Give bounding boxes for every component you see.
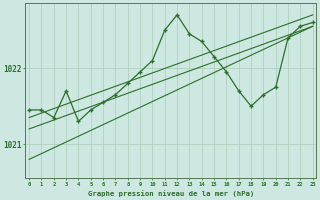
X-axis label: Graphe pression niveau de la mer (hPa): Graphe pression niveau de la mer (hPa) — [88, 190, 254, 197]
